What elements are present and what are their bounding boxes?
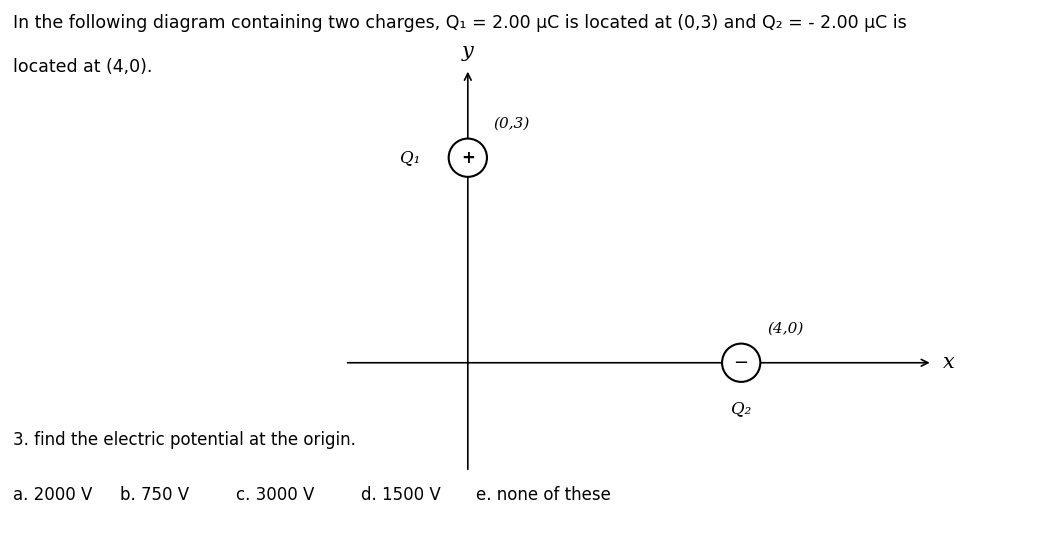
Circle shape bbox=[722, 343, 760, 382]
Text: Q₁: Q₁ bbox=[400, 149, 420, 166]
Text: +: + bbox=[461, 148, 474, 167]
Text: −: − bbox=[734, 354, 749, 371]
Text: b. 750 V: b. 750 V bbox=[120, 486, 190, 504]
Text: y: y bbox=[462, 41, 473, 61]
Text: e. none of these: e. none of these bbox=[476, 486, 611, 504]
Text: (4,0): (4,0) bbox=[767, 321, 803, 336]
Text: 3. find the electric potential at the origin.: 3. find the electric potential at the or… bbox=[13, 431, 355, 449]
Text: located at (4,0).: located at (4,0). bbox=[13, 58, 152, 76]
Text: In the following diagram containing two charges, Q₁ = 2.00 μC is located at (0,3: In the following diagram containing two … bbox=[13, 14, 907, 32]
Text: c. 3000 V: c. 3000 V bbox=[236, 486, 314, 504]
Circle shape bbox=[449, 139, 487, 177]
Text: a. 2000 V: a. 2000 V bbox=[13, 486, 92, 504]
Text: Q₂: Q₂ bbox=[731, 400, 752, 417]
Text: d. 1500 V: d. 1500 V bbox=[361, 486, 441, 504]
Text: x: x bbox=[942, 353, 955, 372]
Text: (0,3): (0,3) bbox=[494, 116, 530, 130]
